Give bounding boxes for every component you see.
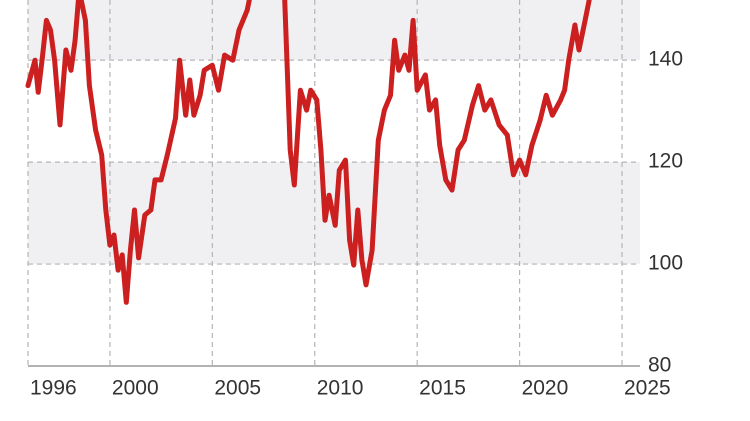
y-tick-label: 140 bbox=[648, 48, 683, 71]
y-tick-label: 120 bbox=[648, 150, 683, 173]
x-tick-label: 2025 bbox=[624, 377, 671, 400]
x-tick-label: 2000 bbox=[112, 377, 159, 400]
shaded-band bbox=[28, 0, 640, 61]
x-tick-label: 1996 bbox=[30, 377, 77, 400]
x-tick-label: 2020 bbox=[522, 377, 569, 400]
y-tick-label: 80 bbox=[648, 354, 671, 377]
x-tick-label: 2015 bbox=[419, 377, 466, 400]
x-tick-label: 2010 bbox=[317, 377, 364, 400]
data-line bbox=[25, 0, 592, 305]
y-tick-label: 100 bbox=[648, 252, 683, 275]
x-tick-label: 2005 bbox=[214, 377, 261, 400]
